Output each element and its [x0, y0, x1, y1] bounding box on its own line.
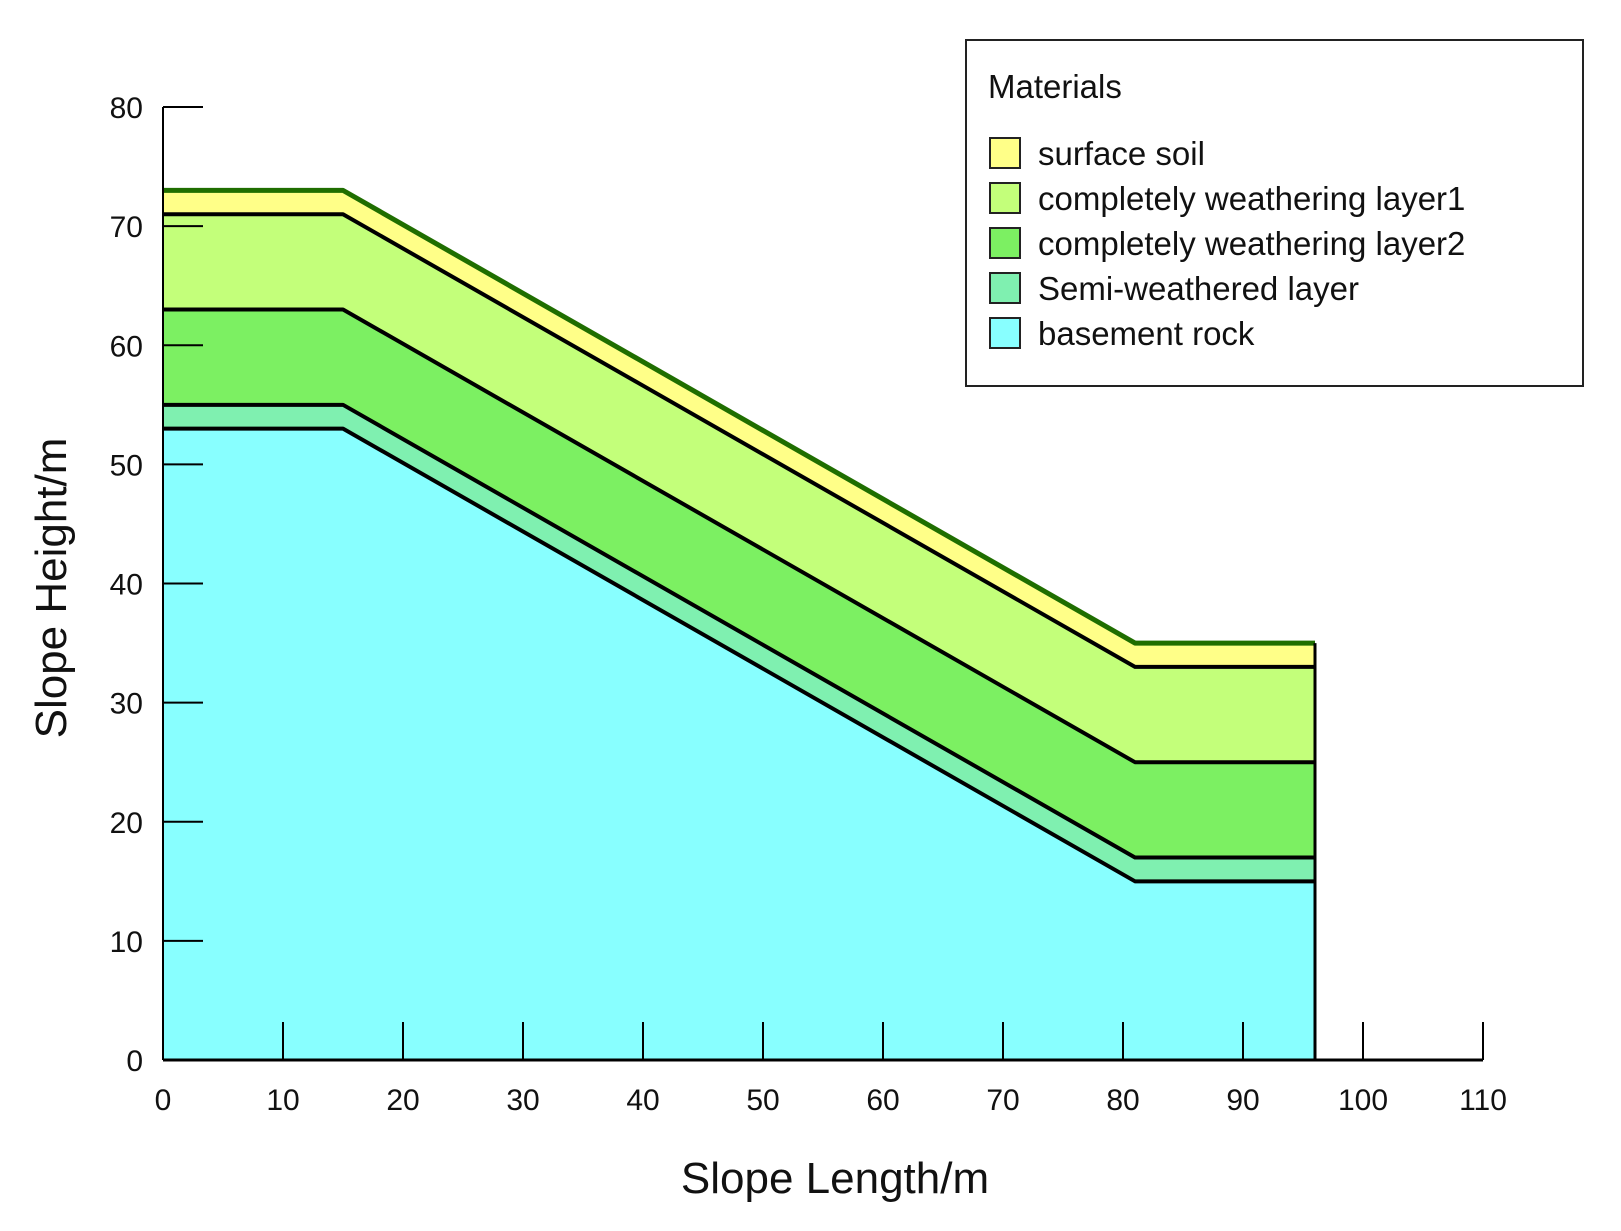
x-tick-label-90: 90 [1226, 1084, 1259, 1117]
legend-label-basement-rock: basement rock [1038, 315, 1255, 352]
legend-swatch-completely-weathering-layer2 [989, 227, 1021, 259]
y-tick-label-20: 20 [110, 807, 143, 840]
legend-item-completely-weathering-layer2: completely weathering layer2 [989, 225, 1465, 262]
y-tick-label-80: 80 [110, 92, 143, 125]
x-tick-label-80: 80 [1106, 1084, 1139, 1117]
x-tick-label-100: 100 [1338, 1084, 1388, 1117]
legend-items: surface soil completely weathering layer1… [989, 135, 1465, 352]
x-tick-label-10: 10 [266, 1084, 299, 1117]
x-tick-label-110: 110 [1459, 1084, 1507, 1117]
legend-item-semi-weathered-layer: Semi-weathered layer [989, 270, 1359, 307]
boundary-ground-surface [163, 187, 1315, 646]
y-tick-label-30: 30 [110, 688, 143, 721]
legend-item-basement-rock: basement rock [989, 315, 1255, 352]
legend-title: Materials [988, 68, 1122, 105]
layer-completely-weathering-layer2 [163, 309, 1315, 858]
legend-swatch-completely-weathering-layer1 [989, 182, 1021, 214]
y-axis-ticks: 0 10 20 30 40 50 60 70 80 [110, 92, 203, 1078]
legend-label-semi-weathered-layer: Semi-weathered layer [1038, 270, 1359, 307]
legend-box [965, 39, 1584, 387]
legend-label-completely-weathering-layer1: completely weathering layer1 [1038, 180, 1465, 217]
legend-swatch-semi-weathered-layer [989, 272, 1021, 304]
boundary-surface-soil-base [163, 212, 1315, 669]
y-tick-label-0: 0 [126, 1045, 143, 1078]
material-layers [163, 190, 1315, 1060]
layer-basement-rock [163, 428, 1315, 1060]
y-tick-label-10: 10 [110, 926, 143, 959]
y-tick-label-70: 70 [110, 211, 143, 244]
x-tick-label-30: 30 [506, 1084, 539, 1117]
y-axis-title: Slope Height/m [27, 438, 76, 739]
legend: Materials surface soil completely weather… [965, 39, 1584, 387]
layer-semi-weathered-layer [163, 404, 1315, 882]
x-axis-ticks: 0 10 20 30 40 50 60 70 80 90 100 110 [155, 1022, 1507, 1117]
x-tick-label-50: 50 [746, 1084, 779, 1117]
layer-boundary-lines [163, 187, 1317, 1060]
legend-label-completely-weathering-layer2: completely weathering layer2 [1038, 225, 1465, 262]
x-tick-label-70: 70 [986, 1084, 1019, 1117]
legend-item-surface-soil: surface soil [989, 135, 1205, 172]
layer-surface-soil [163, 190, 1315, 667]
layer-completely-weathering-layer1 [163, 214, 1315, 763]
y-tick-label-60: 60 [110, 330, 143, 363]
boundary-completely-weathering-layer2-base [163, 402, 1315, 860]
legend-label-surface-soil: surface soil [1038, 135, 1205, 172]
boundary-semi-weathered-layer-base [163, 426, 1315, 884]
x-tick-label-60: 60 [866, 1084, 899, 1117]
x-tick-label-20: 20 [386, 1084, 419, 1117]
y-tick-label-50: 50 [110, 449, 143, 482]
legend-swatch-surface-soil [989, 137, 1021, 169]
legend-swatch-basement-rock [989, 317, 1021, 349]
x-axis-title: Slope Length/m [681, 1154, 989, 1203]
legend-item-completely-weathering-layer1: completely weathering layer1 [989, 180, 1465, 217]
boundary-completely-weathering-layer1-base [163, 307, 1315, 765]
x-tick-label-40: 40 [626, 1084, 659, 1117]
y-tick-label-40: 40 [110, 569, 143, 602]
x-tick-label-0: 0 [155, 1084, 172, 1117]
